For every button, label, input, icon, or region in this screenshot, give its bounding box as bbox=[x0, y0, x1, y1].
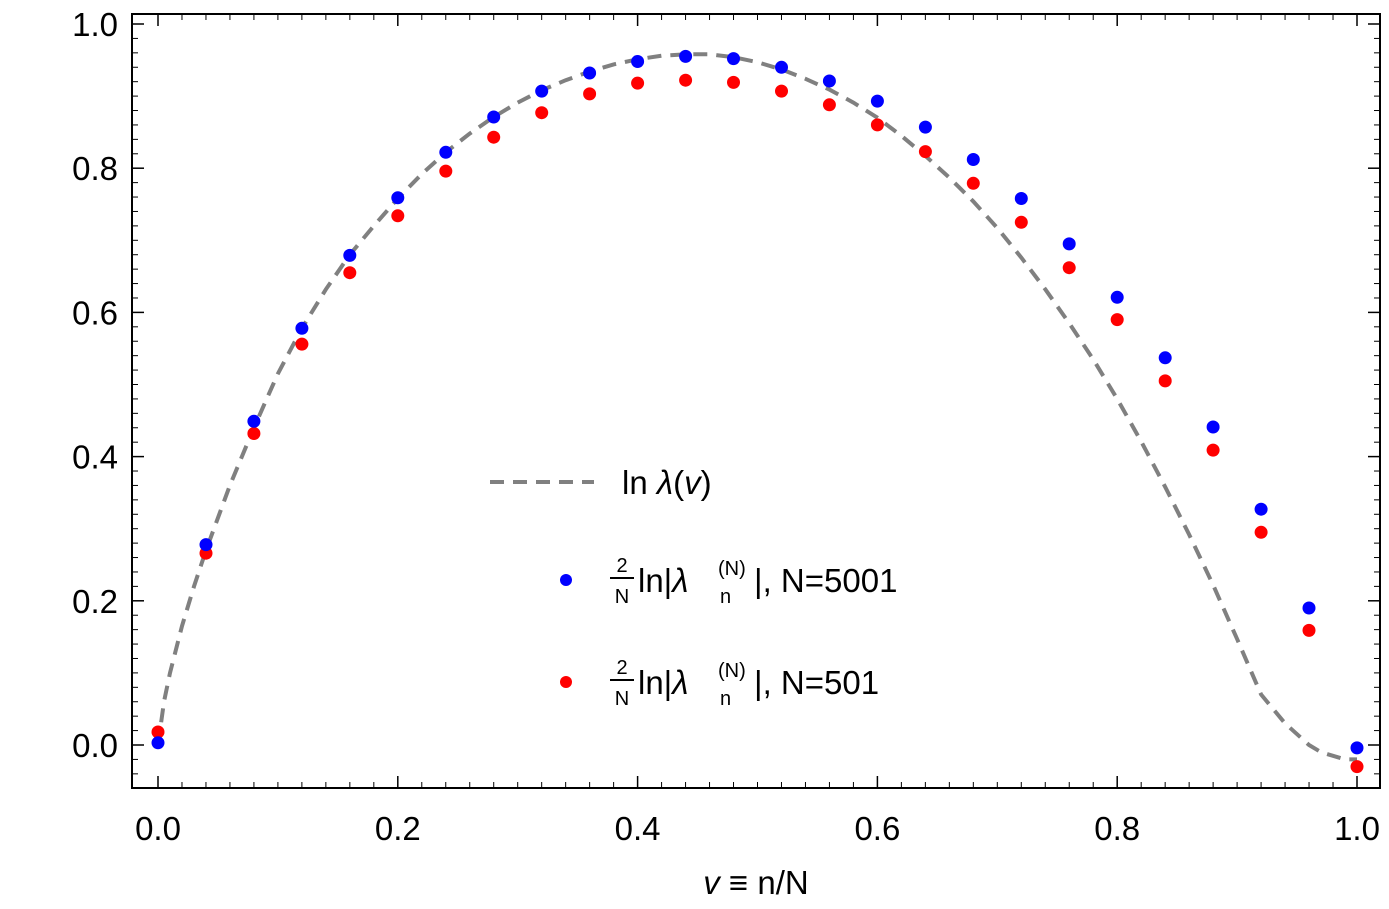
data-point-n-5001 bbox=[918, 120, 932, 134]
x-axis-title: v ≡ n/N bbox=[703, 864, 808, 901]
legend-label-0-ln: ln|λ bbox=[638, 562, 689, 599]
data-point-n-5001 bbox=[535, 84, 549, 98]
data-point-n-501 bbox=[151, 725, 165, 739]
minor-ticks bbox=[132, 14, 1380, 788]
data-point-n-5001 bbox=[822, 74, 836, 88]
data-point-n-501 bbox=[439, 164, 453, 178]
data-point-n-501 bbox=[966, 176, 980, 190]
data-point-n-5001 bbox=[199, 538, 213, 552]
data-point-n-501 bbox=[487, 130, 501, 144]
data-point-n-5001 bbox=[1062, 237, 1076, 251]
legend: ln λ(v) 2 N ln|λ n (N) |, N=5001 2 N ln|… bbox=[490, 464, 897, 710]
legend-curve-open: ( bbox=[673, 464, 684, 501]
legend-curve-prefix: ln bbox=[622, 464, 657, 501]
data-point-n-501 bbox=[343, 266, 357, 280]
data-point-n-5001 bbox=[727, 52, 740, 66]
data-point-n-501 bbox=[775, 84, 788, 98]
curve-group bbox=[156, 52, 1357, 762]
data-point-n-5001 bbox=[1254, 502, 1268, 516]
legend-curve-var: v bbox=[684, 464, 703, 501]
points-group bbox=[151, 49, 1364, 774]
x-tick-labels: 0.0 0.2 0.4 0.6 0.8 1.0 bbox=[135, 810, 1380, 847]
data-point-n-501 bbox=[1158, 374, 1172, 388]
data-point-n-501 bbox=[535, 106, 549, 120]
data-point-n-5001 bbox=[966, 153, 980, 166]
y-tick-label: 0.0 bbox=[72, 727, 118, 764]
legend-frac-den-0: N bbox=[615, 586, 629, 608]
data-point-n-5001 bbox=[391, 191, 405, 205]
data-point-n-501 bbox=[1254, 525, 1268, 539]
x-tick-label: 0.2 bbox=[375, 810, 421, 847]
data-point-n-501 bbox=[1014, 215, 1028, 229]
x-tick-label: 0.0 bbox=[135, 810, 181, 847]
legend-curve-lambda: λ bbox=[655, 464, 673, 501]
data-point-n-501 bbox=[822, 98, 836, 112]
legend-curve-close: ) bbox=[701, 464, 712, 501]
y-tick-label: 0.4 bbox=[72, 439, 118, 476]
legend-label-0-tail: |, N=5001 bbox=[754, 562, 897, 599]
legend-label-0-sub: n bbox=[720, 586, 731, 608]
y-tick-label: 0.6 bbox=[72, 294, 118, 331]
data-point-n-501 bbox=[918, 145, 932, 159]
data-point-n-5001 bbox=[1206, 420, 1220, 434]
legend-label-0-sup: (N) bbox=[718, 558, 746, 580]
data-point-n-5001 bbox=[631, 55, 645, 68]
data-point-n-5001 bbox=[1302, 601, 1316, 615]
data-point-n-5001 bbox=[487, 110, 501, 124]
data-point-n-501 bbox=[1062, 261, 1076, 275]
y-tick-label: 1.0 bbox=[72, 6, 118, 43]
data-point-n-5001 bbox=[1014, 192, 1028, 205]
legend-marker-n5001 bbox=[560, 574, 572, 586]
curve-line bbox=[156, 52, 1357, 762]
data-point-n-5001 bbox=[1110, 290, 1124, 304]
data-point-n-501 bbox=[1302, 623, 1316, 637]
major-ticks bbox=[132, 14, 1380, 788]
legend-label-1-ln: ln|λ bbox=[638, 664, 689, 701]
data-point-n-501 bbox=[247, 427, 261, 440]
data-point-n-5001 bbox=[679, 49, 693, 63]
x-tick-label: 0.8 bbox=[1094, 810, 1140, 847]
data-point-n-5001 bbox=[343, 248, 357, 262]
data-point-n-501 bbox=[679, 73, 693, 87]
data-point-n-501 bbox=[583, 87, 597, 101]
data-point-n-501 bbox=[1110, 313, 1124, 327]
data-point-n-501 bbox=[295, 337, 309, 351]
y-tick-label: 0.2 bbox=[72, 583, 118, 620]
legend-label-1-sup: (N) bbox=[718, 660, 746, 682]
y-tick-labels: 0.0 0.2 0.4 0.6 0.8 1.0 bbox=[72, 6, 118, 764]
data-point-n-501 bbox=[631, 76, 645, 90]
data-point-n-501 bbox=[727, 75, 740, 89]
data-point-n-5001 bbox=[247, 414, 261, 428]
x-tick-label: 0.6 bbox=[854, 810, 900, 847]
legend-label-1-tail: |, N=501 bbox=[754, 664, 879, 701]
plot-frame bbox=[131, 13, 1381, 789]
data-point-n-5001 bbox=[870, 94, 884, 108]
data-point-n-5001 bbox=[775, 60, 788, 74]
legend-curve-label: ln λ(v) bbox=[622, 464, 712, 501]
data-point-n-501 bbox=[1206, 443, 1220, 457]
legend-marker-n501 bbox=[560, 676, 572, 688]
legend-frac-num-0: 2 bbox=[616, 555, 627, 577]
data-point-n-5001 bbox=[1158, 351, 1172, 365]
legend-label-1-sub: n bbox=[720, 688, 731, 710]
x-axis-rest: ≡ n/N bbox=[720, 864, 809, 901]
data-point-n-501 bbox=[391, 209, 405, 223]
y-tick-label: 0.8 bbox=[72, 150, 118, 187]
x-tick-label: 1.0 bbox=[1334, 810, 1380, 847]
data-point-n-5001 bbox=[583, 66, 597, 80]
x-tick-label: 0.4 bbox=[615, 810, 661, 847]
x-axis-var: v bbox=[703, 864, 722, 901]
data-point-n-501 bbox=[1350, 760, 1364, 774]
data-point-n-501 bbox=[870, 118, 884, 132]
legend-frac-num-1: 2 bbox=[616, 657, 627, 679]
data-point-n-5001 bbox=[439, 145, 453, 159]
data-point-n-5001 bbox=[1350, 741, 1364, 755]
data-point-n-5001 bbox=[151, 736, 165, 750]
legend-frac-den-1: N bbox=[615, 688, 629, 710]
data-point-n-5001 bbox=[295, 321, 309, 335]
